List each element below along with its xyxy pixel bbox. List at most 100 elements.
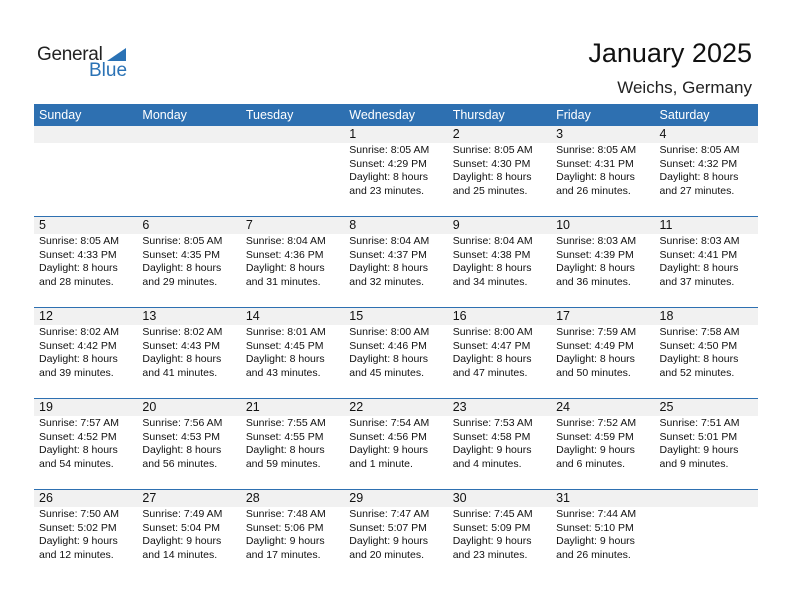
- day-number: 7: [240, 217, 345, 234]
- day-number: 22: [344, 399, 448, 416]
- day-cell: 19 Sunrise: 7:57 AM Sunset: 4:52 PM Dayligh…: [34, 399, 138, 489]
- day-cell: 17 Sunrise: 7:59 AM Sunset: 4:49 PM Dayligh…: [551, 308, 655, 398]
- week-row: 26 Sunrise: 7:50 AM Sunset: 5:02 PM Dayligh…: [34, 489, 758, 580]
- weekday-friday: Friday: [556, 108, 591, 122]
- day-info: Sunrise: 7:54 AM Sunset: 4:56 PM Daylight:…: [344, 416, 447, 471]
- daylight-text: and 6 minutes.: [556, 457, 625, 470]
- day-number: 18: [654, 308, 758, 325]
- day-cell: 26 Sunrise: 7:50 AM Sunset: 5:02 PM Dayligh…: [34, 490, 138, 580]
- sunset-text: Sunset: 5:09 PM: [452, 521, 531, 534]
- sunset-text: Sunset: 4:47 PM: [452, 339, 531, 352]
- week-row: 5 Sunrise: 8:05 AM Sunset: 4:33 PM Daylight…: [34, 216, 758, 307]
- daylight-text: Daylight: 9 hours: [39, 535, 118, 547]
- day-number: 6: [137, 217, 241, 234]
- day-number: 14: [240, 308, 345, 325]
- daylight-text: and 26 minutes.: [556, 548, 631, 561]
- daylight-text: and 26 minutes.: [556, 184, 631, 197]
- daylight-text: and 31 minutes.: [245, 275, 321, 288]
- daylight-text: Daylight: 8 hours: [142, 353, 222, 365]
- day-cell: 1 Sunrise: 8:05 AM Sunset: 4:29 PM Daylight…: [344, 126, 448, 216]
- daylight-text: and 14 minutes.: [142, 548, 218, 561]
- sunset-text: Sunset: 4:38 PM: [452, 248, 531, 261]
- daylight-text: Daylight: 8 hours: [556, 171, 635, 183]
- day-info: Sunrise: 7:44 AM Sunset: 5:10 PM Daylight:…: [551, 507, 654, 562]
- daylight-text: and 54 minutes.: [39, 457, 114, 470]
- sunrise-text: Sunrise: 8:04 AM: [349, 235, 430, 247]
- sunset-text: Sunset: 5:02 PM: [39, 521, 117, 534]
- day-number: 31: [551, 490, 655, 507]
- daylight-text: and 1 minute.: [349, 457, 413, 470]
- day-number: 12: [34, 308, 138, 325]
- week-row: 12 Sunrise: 8:02 AM Sunset: 4:42 PM Dayligh…: [34, 307, 758, 398]
- sunset-text: Sunset: 4:35 PM: [142, 248, 221, 261]
- daylight-text: Daylight: 8 hours: [39, 262, 118, 274]
- daylight-text: and 28 minutes.: [39, 275, 114, 288]
- day-info: Sunrise: 7:58 AM Sunset: 4:50 PM Daylight:…: [655, 325, 758, 380]
- day-info: Sunrise: 8:04 AM Sunset: 4:37 PM Daylight:…: [344, 234, 447, 289]
- day-info: Sunrise: 7:51 AM Sunset: 5:01 PM Daylight:…: [655, 416, 758, 471]
- day-number: 29: [344, 490, 448, 507]
- sunrise-text: Sunrise: 7:54 AM: [349, 417, 430, 429]
- daylight-text: and 9 minutes.: [659, 457, 729, 470]
- day-cell: 31 Sunrise: 7:44 AM Sunset: 5:10 PM Dayligh…: [551, 490, 655, 580]
- day-cell: 10 Sunrise: 8:03 AM Sunset: 4:39 PM Dayligh…: [551, 217, 655, 307]
- day-cell: 6 Sunrise: 8:05 AM Sunset: 4:35 PM Daylight…: [137, 217, 241, 307]
- logo-blue: Blue: [89, 60, 128, 81]
- sunrise-text: Sunrise: 8:03 AM: [556, 235, 637, 247]
- sunset-text: Sunset: 5:01 PM: [659, 430, 738, 443]
- day-number: 11: [654, 217, 758, 234]
- daylight-text: Daylight: 8 hours: [245, 262, 325, 274]
- daylight-text: Daylight: 8 hours: [142, 262, 222, 274]
- day-number: 9: [447, 217, 552, 234]
- daylight-text: and 27 minutes.: [659, 184, 735, 197]
- day-cell: 18 Sunrise: 7:58 AM Sunset: 4:50 PM Dayligh…: [654, 308, 758, 398]
- weekday-wednesday: Wednesday: [349, 108, 416, 122]
- day-info: Sunrise: 8:03 AM Sunset: 4:39 PM Daylight:…: [551, 234, 654, 289]
- day-cell: 14 Sunrise: 8:01 AM Sunset: 4:45 PM Dayligh…: [240, 308, 345, 398]
- sunrise-text: Sunrise: 8:05 AM: [452, 144, 533, 156]
- day-cell: 12 Sunrise: 8:02 AM Sunset: 4:42 PM Dayligh…: [34, 308, 138, 398]
- day-cell: 30 Sunrise: 7:45 AM Sunset: 5:09 PM Dayligh…: [447, 490, 552, 580]
- daylight-text: and 39 minutes.: [39, 366, 114, 379]
- sunset-text: Sunset: 4:41 PM: [659, 248, 738, 261]
- day-number: [34, 126, 138, 143]
- daylight-text: Daylight: 8 hours: [452, 262, 532, 274]
- sunrise-text: Sunrise: 8:00 AM: [452, 326, 533, 338]
- sunrise-text: Sunrise: 7:55 AM: [245, 417, 326, 429]
- day-number: 1: [344, 126, 448, 143]
- daylight-text: Daylight: 9 hours: [556, 444, 635, 456]
- day-info: Sunrise: 7:49 AM Sunset: 5:04 PM Daylight:…: [137, 507, 240, 562]
- day-cell: 5 Sunrise: 8:05 AM Sunset: 4:33 PM Daylight…: [34, 217, 138, 307]
- week-row: 1 Sunrise: 8:05 AM Sunset: 4:29 PM Daylight…: [34, 126, 758, 216]
- day-info: Sunrise: 7:53 AM Sunset: 4:58 PM Daylight:…: [448, 416, 551, 471]
- sunset-text: Sunset: 4:37 PM: [349, 248, 427, 261]
- sunrise-text: Sunrise: 7:50 AM: [39, 508, 119, 520]
- sunset-text: Sunset: 5:10 PM: [556, 521, 634, 534]
- daylight-text: Daylight: 9 hours: [452, 535, 532, 547]
- daylight-text: Daylight: 9 hours: [452, 444, 532, 456]
- daylight-text: Daylight: 9 hours: [142, 535, 222, 547]
- weekday-tuesday: Tuesday: [245, 108, 294, 122]
- sunrise-text: Sunrise: 7:56 AM: [142, 417, 223, 429]
- day-number: 19: [34, 399, 138, 416]
- day-cell: [654, 490, 758, 580]
- sunset-text: Sunset: 4:55 PM: [245, 430, 324, 443]
- day-info: Sunrise: 7:50 AM Sunset: 5:02 PM Daylight:…: [34, 507, 137, 562]
- day-cell: 15 Sunrise: 8:00 AM Sunset: 4:46 PM Dayligh…: [344, 308, 448, 398]
- daylight-text: and 59 minutes.: [245, 457, 321, 470]
- daylight-text: Daylight: 9 hours: [349, 444, 429, 456]
- day-info: Sunrise: 8:05 AM Sunset: 4:32 PM Daylight:…: [655, 143, 758, 198]
- daylight-text: and 37 minutes.: [659, 275, 735, 288]
- sunrise-text: Sunrise: 7:44 AM: [556, 508, 637, 520]
- daylight-text: and 41 minutes.: [142, 366, 218, 379]
- day-info: Sunrise: 8:05 AM Sunset: 4:31 PM Daylight:…: [551, 143, 654, 198]
- day-number: [137, 126, 241, 143]
- weekday-saturday: Saturday: [659, 108, 710, 122]
- day-number: 24: [551, 399, 655, 416]
- sunset-text: Sunset: 4:53 PM: [142, 430, 221, 443]
- weekday-thursday: Thursday: [452, 108, 505, 122]
- daylight-text: Daylight: 8 hours: [556, 262, 635, 274]
- daylight-text: and 52 minutes.: [659, 366, 735, 379]
- day-cell: 9 Sunrise: 8:04 AM Sunset: 4:38 PM Daylight…: [447, 217, 552, 307]
- daylight-text: and 17 minutes.: [245, 548, 321, 561]
